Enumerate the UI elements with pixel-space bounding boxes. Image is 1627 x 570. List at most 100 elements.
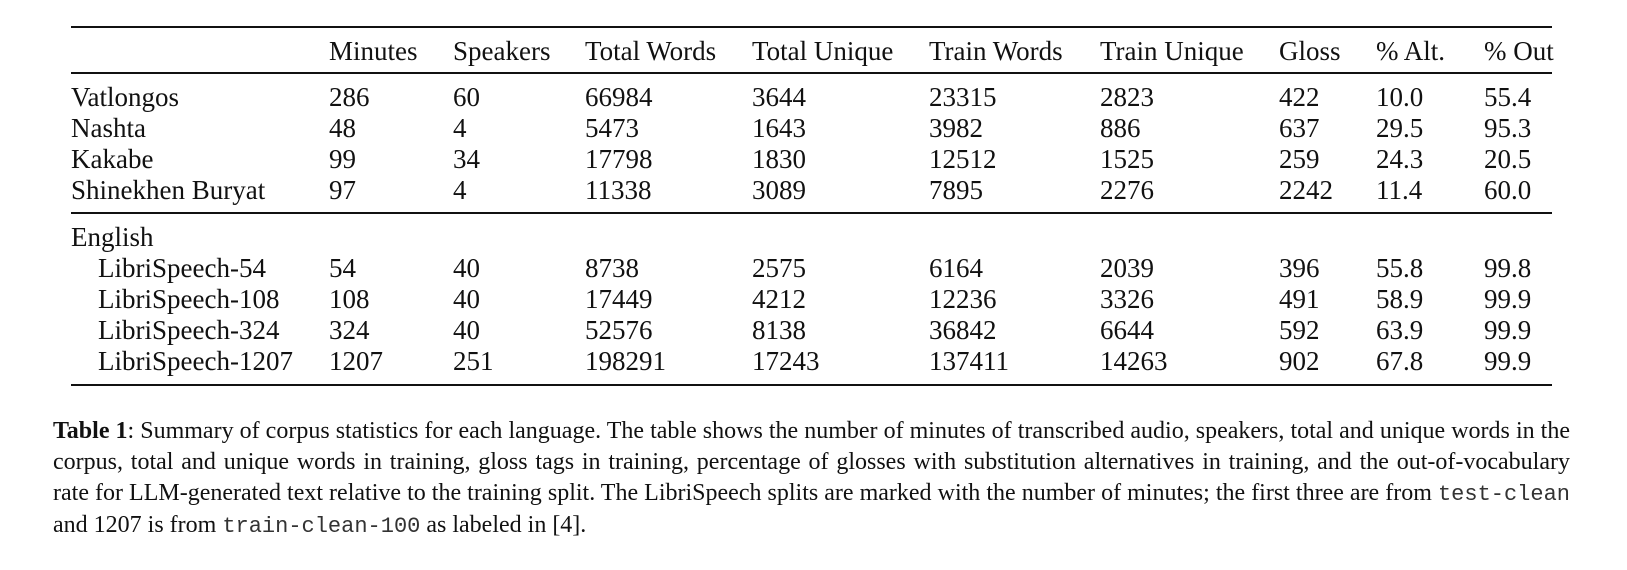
- caption-code-train-clean-100: train-clean-100: [222, 514, 421, 539]
- table-cell: 198291: [585, 346, 666, 376]
- table-cell: 251: [453, 346, 494, 376]
- table-cell: 40: [453, 284, 480, 314]
- table-cell: 1525: [1100, 144, 1154, 174]
- table-cell: 1207: [329, 346, 383, 376]
- caption-text: and 1207 is from: [53, 512, 223, 538]
- table-cell: 34: [453, 144, 480, 174]
- top-rule: [71, 26, 1552, 28]
- bottom-rule: [71, 384, 1552, 386]
- row-label: Shinekhen Buryat: [71, 175, 266, 205]
- table-cell: 99: [329, 144, 356, 174]
- caption-code-test-clean: test-clean: [1437, 482, 1570, 507]
- table-cell: 99.8: [1484, 253, 1532, 283]
- table-row: LibriSpeech-1207 1207 251 198291 17243 137411…: [0, 346, 1627, 376]
- table-cell: 99.9: [1484, 346, 1532, 376]
- row-label: LibriSpeech-324: [98, 315, 280, 345]
- table-cell: 63.9: [1376, 315, 1424, 345]
- table-cell: 36842: [929, 315, 997, 345]
- table-cell: 52576: [585, 315, 653, 345]
- table-cell: 40: [453, 253, 480, 283]
- table-cell: 1830: [752, 144, 806, 174]
- row-label: Vatlongos: [71, 82, 179, 112]
- table-cell: 4: [453, 175, 467, 205]
- table-cell: 23315: [929, 82, 997, 112]
- table-cell: 4: [453, 113, 467, 143]
- table-cell: 6644: [1100, 315, 1154, 345]
- caption-text: as labeled in [4].: [420, 512, 587, 538]
- table-cell: 108: [329, 284, 370, 314]
- table-cell: Total Unique: [752, 36, 894, 66]
- table-cell: 95.3: [1484, 113, 1532, 143]
- table-cell: 12512: [929, 144, 997, 174]
- row-label: English: [71, 222, 154, 252]
- table-cell: 17449: [585, 284, 653, 314]
- table-cell: 3644: [752, 82, 806, 112]
- table-cell: 886: [1100, 113, 1141, 143]
- table-cell: 137411: [929, 346, 1009, 376]
- table-cell: 14263: [1100, 346, 1168, 376]
- table-cell: % Alt.: [1376, 36, 1446, 66]
- table-cell: % Out: [1484, 36, 1554, 66]
- table-cell: 58.9: [1376, 284, 1424, 314]
- table-row: Vatlongos 286 60 66984 3644 23315 2823 422 10.0 5…: [0, 82, 1627, 112]
- table-cell: 66984: [585, 82, 653, 112]
- table-cell: 11.4: [1376, 175, 1423, 205]
- table-cell: 2276: [1100, 175, 1154, 205]
- table-cell: 99.9: [1484, 284, 1532, 314]
- table-cell: 3089: [752, 175, 806, 205]
- table-caption: Table 1: Summary of corpus statistics fo…: [53, 416, 1570, 542]
- caption-text: : Summary of corpus statistics for each …: [53, 418, 1570, 506]
- row-label: Kakabe: [71, 144, 154, 174]
- row-label: LibriSpeech-1207: [98, 346, 293, 376]
- table-cell: 1643: [752, 113, 806, 143]
- table-row: LibriSpeech-108 108 40 17449 4212 12236 3326 49…: [0, 284, 1627, 314]
- table-cell: 97: [329, 175, 356, 205]
- table-cell: 491: [1279, 284, 1320, 314]
- table-cell: 8138: [752, 315, 806, 345]
- table-cell: 2039: [1100, 253, 1154, 283]
- table-cell: Total Words: [585, 36, 717, 66]
- table-cell: 60: [453, 82, 480, 112]
- table-cell: 592: [1279, 315, 1320, 345]
- table-cell: 2575: [752, 253, 806, 283]
- table-cell: 29.5: [1376, 113, 1424, 143]
- table-cell: 2242: [1279, 175, 1333, 205]
- table-cell: Train Words: [929, 36, 1063, 66]
- table-cell: 11338: [585, 175, 652, 205]
- table-cell: Speakers: [453, 36, 551, 66]
- table-cell: 3982: [929, 113, 983, 143]
- table-cell: Train Unique: [1100, 36, 1244, 66]
- table-cell: 17243: [752, 346, 820, 376]
- row-label: Nashta: [71, 113, 146, 143]
- table-cell: 54: [329, 253, 356, 283]
- table-cell: 259: [1279, 144, 1320, 174]
- table-row: LibriSpeech-54 54 40 8738 2575 6164 2039 396 55.…: [0, 253, 1627, 283]
- row-label: LibriSpeech-54: [98, 253, 266, 283]
- table-row: Nashta 48 4 5473 1643 3982 886 637 29.5 95.3: [0, 113, 1627, 143]
- table-cell: 422: [1279, 82, 1320, 112]
- table-cell: 20.5: [1484, 144, 1532, 174]
- table-row: Shinekhen Buryat 97 4 11338 3089 7895 2276 2242…: [0, 175, 1627, 205]
- table-cell: 10.0: [1376, 82, 1424, 112]
- table-cell: 5473: [585, 113, 639, 143]
- table-cell: 324: [329, 315, 370, 345]
- table-cell: 67.8: [1376, 346, 1424, 376]
- table-cell: 2823: [1100, 82, 1154, 112]
- table-cell: 55.8: [1376, 253, 1424, 283]
- table-cell: Gloss: [1279, 36, 1341, 66]
- table-cell: 286: [329, 82, 370, 112]
- table-cell: 396: [1279, 253, 1320, 283]
- group-rule: [71, 212, 1552, 214]
- table-row: LibriSpeech-324 324 40 52576 8138 36842 6644 59…: [0, 315, 1627, 345]
- table-header-row: Minutes Speakers Total Words Total Unique Tr…: [0, 36, 1627, 66]
- table-cell: 637: [1279, 113, 1320, 143]
- table-cell: 55.4: [1484, 82, 1532, 112]
- row-label: LibriSpeech-108: [98, 284, 280, 314]
- table-cell: 40: [453, 315, 480, 345]
- table-cell: 48: [329, 113, 356, 143]
- table-cell: 902: [1279, 346, 1320, 376]
- table-cell: 24.3: [1376, 144, 1424, 174]
- caption-label: Table 1: [53, 418, 128, 444]
- table-cell: 12236: [929, 284, 997, 314]
- table-cell: 3326: [1100, 284, 1154, 314]
